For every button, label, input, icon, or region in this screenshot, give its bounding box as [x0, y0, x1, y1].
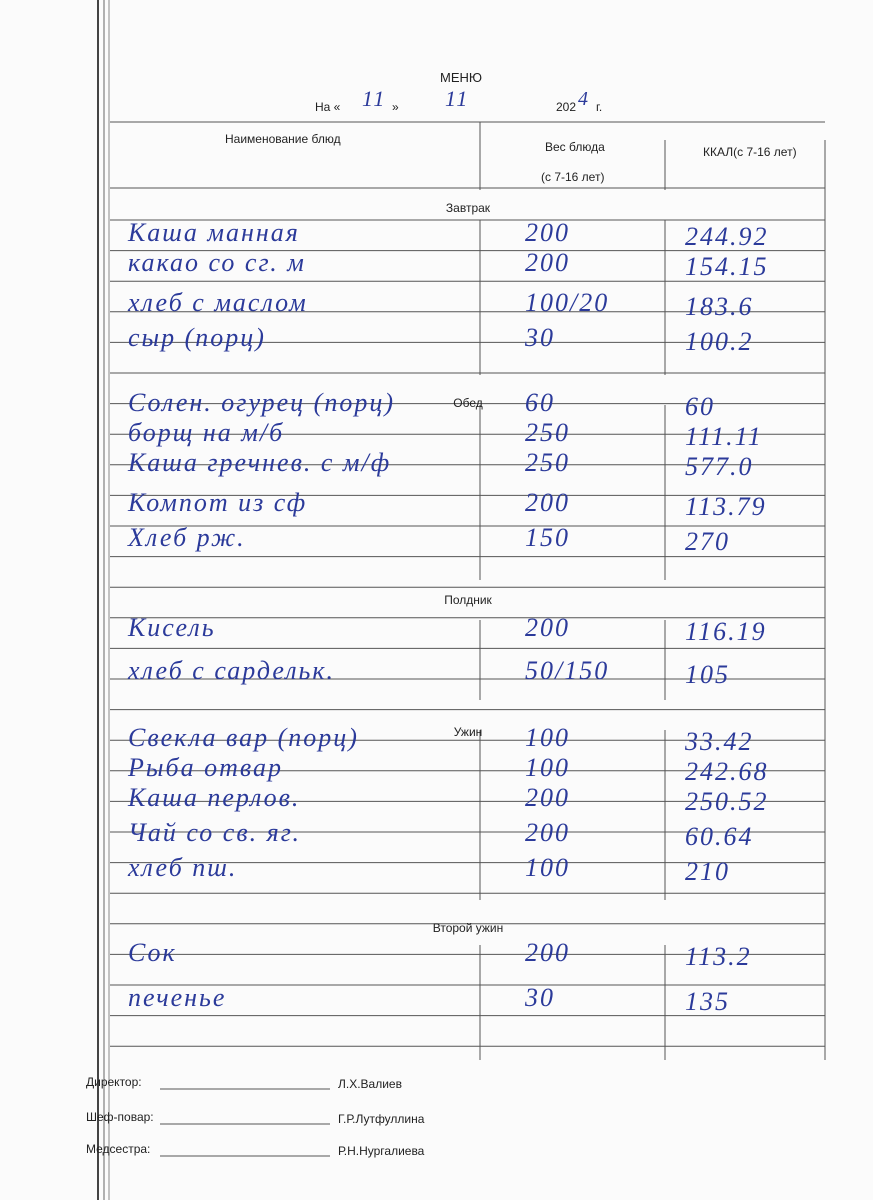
signature-name: Л.Х.Валиев	[338, 1077, 402, 1091]
date-suffix: г.	[596, 100, 603, 114]
dish-weight: 30	[525, 983, 555, 1012]
dish-kcal: 113.2	[685, 942, 752, 971]
dish-kcal: 250.52	[685, 787, 769, 816]
dish-weight: 60	[525, 388, 555, 417]
dish-name: хлеб с сардельк.	[128, 656, 336, 685]
dish-name: Рыба отвар	[128, 753, 283, 782]
dish-name: борщ на м/б	[128, 418, 285, 447]
dish-name: какао со сг. м	[128, 248, 306, 277]
signature-role: Директор:	[86, 1075, 142, 1089]
dish-weight: 150	[525, 523, 570, 552]
dish-kcal: 116.19	[685, 617, 767, 646]
dish-weight: 200	[525, 783, 570, 812]
dish-name: Чай со св. яг.	[128, 818, 302, 847]
date-month: 11	[445, 86, 470, 111]
header-kcal: ККАЛ(с 7-16 лет)	[703, 145, 797, 159]
dish-weight: 50/150	[525, 656, 610, 685]
dish-name: печенье	[128, 983, 227, 1012]
signature-role: Медсестра:	[86, 1142, 151, 1156]
dish-kcal: 210	[685, 857, 730, 886]
header-weight-age: (с 7-16 лет)	[541, 170, 605, 184]
dish-name: Каша перлов.	[128, 783, 301, 812]
dish-name: Солен. огурец (порц)	[128, 388, 395, 417]
dish-weight: 200	[525, 613, 570, 642]
dish-name: хлеб с маслом	[128, 288, 308, 317]
dish-weight: 100	[525, 853, 570, 882]
section-title: Завтрак	[445, 201, 491, 215]
dish-weight: 200	[525, 218, 570, 247]
dish-kcal: 242.68	[685, 757, 769, 786]
dish-weight: 200	[525, 488, 570, 517]
section-title: Ужин	[453, 725, 483, 739]
title: МЕНЮ	[440, 70, 483, 85]
dish-name: Хлеб рж.	[128, 523, 246, 552]
signature-name: Р.Н.Нургалиева	[338, 1144, 425, 1158]
dish-weight: 250	[525, 418, 570, 447]
header-name: Наименование блюд	[225, 132, 341, 146]
dish-weight: 30	[525, 323, 555, 352]
dish-weight: 100	[525, 753, 570, 782]
dish-kcal: 244.92	[685, 222, 769, 251]
dish-name: сыр (порц)	[128, 323, 266, 352]
dish-kcal: 111.11	[685, 422, 763, 451]
signature-role: Шеф-повар:	[86, 1110, 154, 1124]
date-year-suffix: 4	[578, 88, 590, 110]
dish-kcal: 100.2	[685, 327, 754, 356]
dish-kcal: 60.64	[685, 822, 754, 851]
dish-weight: 100/20	[525, 288, 610, 317]
dish-kcal: 113.79	[685, 492, 767, 521]
dish-kcal: 135	[685, 987, 730, 1016]
dish-name: Каша манная	[128, 218, 300, 247]
dish-name: хлеб пш.	[128, 853, 238, 882]
dish-weight: 100	[525, 723, 570, 752]
dish-name: Сок	[128, 938, 177, 967]
dish-kcal: 183.6	[685, 292, 754, 321]
dish-weight: 200	[525, 248, 570, 277]
dish-name: Компот из сф	[128, 488, 308, 517]
dish-kcal: 105	[685, 660, 730, 689]
dish-kcal: 577.0	[685, 452, 754, 481]
dish-kcal: 270	[685, 527, 730, 556]
section-title: Обед	[453, 396, 483, 410]
section-title: Второй ужин	[432, 921, 504, 935]
dish-weight: 200	[525, 938, 570, 967]
dish-name: Свекла вар (порц)	[128, 723, 359, 752]
date-separator: »	[392, 100, 399, 114]
section-title: Полдник	[444, 593, 492, 607]
date-year-prefix: 202	[556, 100, 577, 114]
dish-kcal: 33.42	[685, 727, 754, 756]
dish-weight: 250	[525, 448, 570, 477]
dish-kcal: 154.15	[685, 252, 769, 281]
dish-name: Каша гречнев. с м/ф	[128, 448, 392, 477]
header-weight: Вес блюда	[545, 140, 605, 154]
dish-kcal: 60	[685, 392, 715, 421]
date-day: 11	[362, 86, 387, 111]
dish-weight: 200	[525, 818, 570, 847]
dish-name: Кисель	[128, 613, 216, 642]
date-prefix: На «	[315, 100, 341, 114]
signature-name: Г.Р.Лутфуллина	[338, 1112, 425, 1126]
